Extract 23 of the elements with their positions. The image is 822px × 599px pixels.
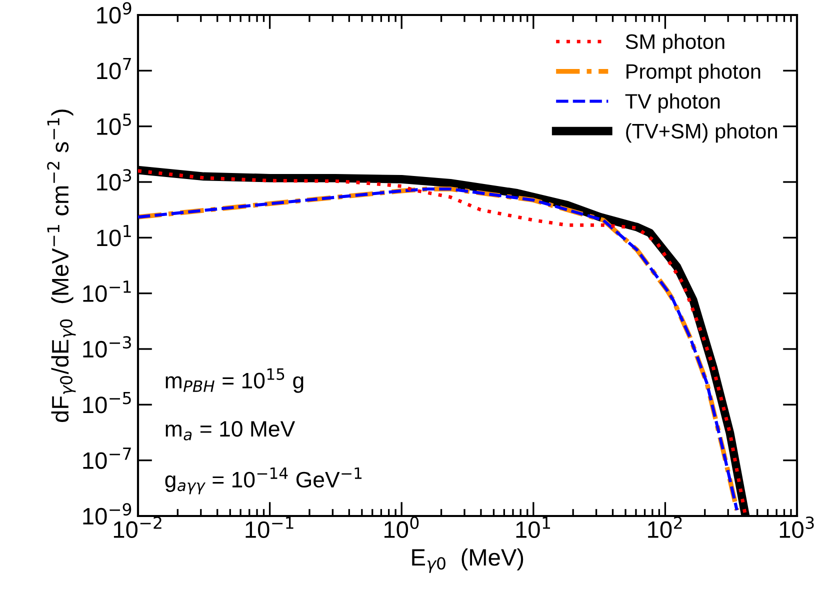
y-tick-label: 10$^{−3}$ <box>83 336 131 358</box>
annotation: m$_{a}$ = 10 MeV <box>166 421 296 440</box>
y-tick-label: 10$^{5}$ <box>97 114 131 135</box>
annotation: g$_{aγγ}$ = 10$^{−14}$ GeV$^{−1}$ <box>165 467 362 494</box>
legend-label: SM photon <box>626 34 724 54</box>
text: dF$_{γ0}$/dE$_{γ0}$ (MeV$^{−1}$ cm$^{−2}$ s$^{−1}$) <box>47 110 76 422</box>
legend-label: Prompt photon <box>626 64 760 84</box>
y-tick-label: 10$^{7}$ <box>97 58 131 80</box>
x-axis-title: E$_{γ0}$ (MeV) <box>412 548 524 573</box>
y-tick-label: 10$^{−7}$ <box>83 448 131 469</box>
annotation: m$_{PBH}$ = 10$^{15}$ g <box>166 368 304 393</box>
y-tick-label: 10$^{3}$ <box>97 169 132 191</box>
y-tick-label: 10$^{−5}$ <box>83 392 131 414</box>
y-tick-label: 10$^{9}$ <box>97 2 132 24</box>
x-tick-label: 10$^{0}$ <box>384 516 419 538</box>
legend-label: (TV+SM) photon <box>626 123 777 143</box>
legend-label: TV photon <box>625 93 720 113</box>
y-tick-label: 10$^{−1}$ <box>83 280 131 302</box>
y-tick-label: 10$^{1}$ <box>97 224 131 246</box>
x-tick-label: 10$^{2}$ <box>648 516 682 538</box>
x-tick-label: 10$^{1}$ <box>516 516 550 538</box>
x-tick-label: 10$^{3}$ <box>780 516 814 538</box>
x-tick-label: 10$^{−1}$ <box>246 516 294 538</box>
